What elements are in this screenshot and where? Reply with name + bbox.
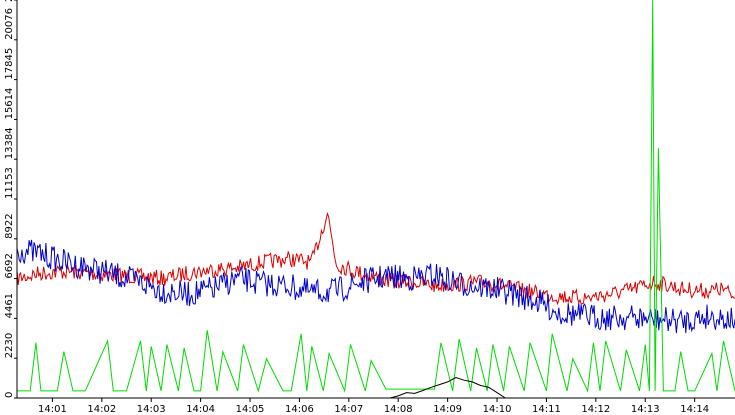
series-line-3	[17, 0, 735, 393]
x-tick-label: 14:14	[680, 404, 709, 415]
y-tick-label: 17845	[4, 48, 15, 80]
x-tick-label: 14:07	[334, 404, 363, 415]
x-tick-label: 14:01	[38, 404, 67, 415]
y-tick-label: 4461	[4, 293, 15, 318]
x-tick-label: 14:12	[581, 404, 610, 415]
series-line-4	[389, 376, 506, 399]
x-tick-label: 14:03	[137, 404, 166, 415]
x-tick-label: 14:11	[532, 404, 561, 415]
y-tick-label: 2230	[4, 333, 15, 358]
x-tick-label: 14:10	[483, 404, 512, 415]
y-tick-label: 13384	[4, 127, 15, 159]
y-tick-label: 0	[4, 392, 15, 398]
series-layer	[16, 0, 735, 399]
x-tick-label: 14:04	[186, 404, 215, 415]
series-line-2	[16, 239, 735, 334]
y-tick-label: 15614	[4, 88, 15, 120]
x-tick-label: 14:08	[384, 404, 413, 415]
x-tick-label: 14:02	[87, 404, 116, 415]
y-tick-label: 11153	[4, 167, 15, 199]
y-tick-label: 8922	[4, 213, 15, 238]
x-tick-label: 14:09	[433, 404, 462, 415]
x-tick-label: 14:06	[285, 404, 314, 415]
axis-layer: 0 2230 4461 6692 8922 11153 13384 15614 17845 200…	[4, 0, 735, 415]
x-tick-label: 14:05	[236, 404, 265, 415]
y-tick-label: 6692	[4, 253, 15, 278]
y-tick-label: 22307	[4, 0, 15, 2]
series-line-1	[16, 211, 735, 306]
x-tick-label: 14:13	[631, 404, 660, 415]
y-tick-label: 20076	[4, 8, 15, 40]
